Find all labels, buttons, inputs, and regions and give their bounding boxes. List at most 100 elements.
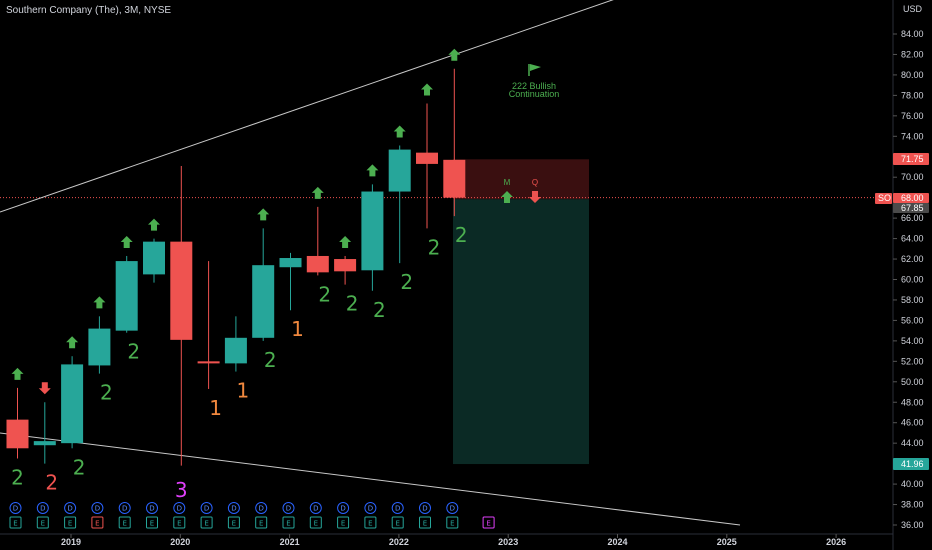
price-tick-label: 52.00 bbox=[901, 356, 924, 366]
dividend-marker bbox=[364, 502, 377, 514]
candle bbox=[33, 402, 56, 464]
dividend-marker bbox=[337, 502, 350, 514]
time-axis[interactable]: 2019 2020 2021 2022 2023 2024 2025 2026 bbox=[0, 533, 893, 547]
earnings-label: E bbox=[122, 520, 126, 528]
price-tick-label: 48.00 bbox=[901, 397, 924, 407]
earnings-label: E bbox=[395, 520, 399, 528]
arrow-up-icon bbox=[448, 48, 461, 61]
time-tick-label: 2026 bbox=[826, 537, 846, 547]
signal-label-line1: 222 Bullish bbox=[512, 81, 556, 91]
dividend-label: D bbox=[204, 505, 209, 513]
earnings-label: E bbox=[450, 520, 454, 528]
dividend-marker bbox=[118, 502, 131, 514]
candle-count-label: 2 bbox=[100, 381, 113, 405]
chart-title: Southern Company (The), 3M, NYSE bbox=[6, 5, 172, 16]
earnings-label: E bbox=[41, 520, 45, 528]
price-tick-label: 46.00 bbox=[901, 418, 924, 428]
arrow-up-icon bbox=[311, 186, 324, 199]
candle-body bbox=[388, 149, 411, 192]
price-tick-label: 54.00 bbox=[901, 336, 924, 346]
earnings-marker bbox=[419, 516, 431, 529]
arrow-up-icon bbox=[148, 218, 160, 231]
arrow-up-icon bbox=[257, 208, 270, 221]
dividend-label: D bbox=[368, 505, 373, 513]
arrow-up-icon bbox=[393, 125, 406, 138]
candle-body bbox=[143, 241, 165, 275]
dividend-marker bbox=[36, 502, 49, 514]
earnings-marker bbox=[282, 516, 295, 529]
candle-count-label: 2 bbox=[127, 340, 140, 364]
price-tick-label: 78.00 bbox=[901, 90, 924, 100]
earnings-marker bbox=[173, 516, 186, 529]
candle-body bbox=[252, 265, 275, 338]
prev-close-badge: 67.85 bbox=[901, 203, 924, 213]
dividend-label: D bbox=[313, 505, 318, 513]
candle-body bbox=[306, 255, 329, 273]
candle bbox=[306, 206, 329, 276]
signal-label-line2: Continuation bbox=[509, 89, 560, 99]
price-tick-label: 64.00 bbox=[901, 234, 924, 244]
candle-body bbox=[361, 191, 384, 271]
earnings-label: E bbox=[286, 520, 290, 528]
price-tick-label: 50.00 bbox=[901, 377, 924, 387]
candle bbox=[388, 145, 411, 264]
price-axis-currency: USD bbox=[903, 4, 923, 14]
dividend-marker bbox=[91, 502, 104, 514]
candle-count-label: 1 bbox=[291, 317, 304, 341]
dividend-marker bbox=[309, 502, 322, 514]
earnings-label: E bbox=[177, 520, 181, 528]
dividend-marker bbox=[446, 502, 459, 514]
candle bbox=[252, 228, 275, 341]
price-tick-label: 84.00 bbox=[901, 29, 924, 39]
future-earnings-label: E bbox=[486, 520, 490, 528]
arrow-up-icon bbox=[501, 191, 513, 203]
earnings-marker bbox=[64, 516, 77, 529]
arrow-down-icon bbox=[529, 191, 541, 203]
time-tick-label: 2021 bbox=[280, 537, 300, 547]
candle-body bbox=[334, 259, 357, 272]
dividend-marker bbox=[9, 502, 22, 514]
candle bbox=[224, 316, 247, 372]
price-tick-label: 76.00 bbox=[901, 111, 924, 121]
candle-body bbox=[88, 328, 111, 366]
dividend-label: D bbox=[177, 505, 182, 513]
dividend-label: D bbox=[149, 505, 154, 513]
candle bbox=[61, 356, 84, 449]
price-tick-label: 62.00 bbox=[901, 254, 924, 264]
dividend-marker bbox=[227, 502, 240, 514]
earnings-label: E bbox=[341, 520, 345, 528]
earnings-marker bbox=[446, 516, 459, 529]
dividend-label: D bbox=[122, 505, 127, 513]
time-tick-label: 2020 bbox=[170, 537, 190, 547]
dividend-label: D bbox=[231, 505, 236, 513]
price-tick-label: 82.00 bbox=[901, 49, 924, 59]
lower-trendline bbox=[0, 432, 741, 526]
candle-count-label: 2 bbox=[45, 471, 58, 495]
dividend-marker bbox=[419, 502, 431, 514]
dividend-marker bbox=[200, 502, 213, 514]
position-zones bbox=[0, 159, 893, 465]
target-price-badge: 41.96 bbox=[901, 459, 924, 469]
price-tick-label: 38.00 bbox=[901, 500, 924, 510]
candle-count-label: 2 bbox=[73, 455, 86, 479]
dividend-label: D bbox=[95, 505, 100, 513]
candle-body bbox=[224, 337, 247, 364]
earnings-marker bbox=[118, 516, 131, 529]
earnings-marker bbox=[146, 516, 158, 529]
candle-body bbox=[115, 261, 138, 331]
candle bbox=[416, 103, 438, 229]
candle bbox=[88, 316, 111, 374]
dividend-label: D bbox=[450, 505, 455, 513]
earnings-label: E bbox=[13, 520, 17, 528]
price-tick-label: 40.00 bbox=[901, 479, 924, 489]
flag-icon bbox=[528, 64, 541, 76]
candle bbox=[443, 68, 466, 217]
earnings-marker bbox=[91, 516, 104, 529]
candle bbox=[334, 255, 357, 285]
earnings-label: E bbox=[368, 520, 372, 528]
time-tick-label: 2019 bbox=[61, 537, 81, 547]
candle bbox=[170, 165, 193, 466]
candle bbox=[279, 252, 302, 311]
